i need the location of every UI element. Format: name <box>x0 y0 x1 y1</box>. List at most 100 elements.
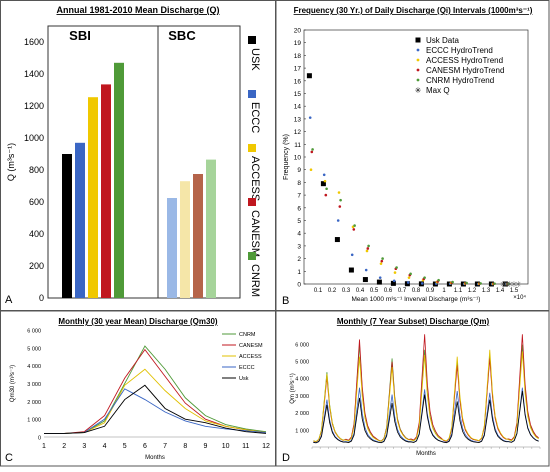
panel-b-point <box>325 187 328 191</box>
panel-b-ytick-label: 2 <box>297 256 301 263</box>
panel-b-point <box>322 173 326 177</box>
panel-b-point <box>324 193 328 197</box>
panel-c-xtick-label: 12 <box>262 443 270 450</box>
panel-c: Monthly (30 year Mean) Discharge (Qm30) 0… <box>5 317 270 464</box>
panel-b-maxq-marker: ✳ <box>511 280 518 289</box>
panel-b-xtick-label: 0.9 <box>426 288 435 294</box>
panel-b: Frequency (30 Yr.) of Daily Discharge (Q… <box>282 6 533 307</box>
panel-b-xtick-label: 1.1 <box>454 288 463 294</box>
panel-b-xtick-label: 1.4 <box>496 288 505 294</box>
panel-b-ytick-label: 6 <box>297 205 301 212</box>
panel-b-xtick-label: 0.4 <box>356 288 365 294</box>
panel-a-ytick-label: 400 <box>29 229 44 239</box>
panel-b-point <box>353 224 356 227</box>
panel-d-ytick-label: 4 000 <box>295 377 309 383</box>
panel-d-series-line <box>313 349 539 443</box>
panel-c-series-line <box>44 348 267 434</box>
panel-d-ytick-label: 6 000 <box>295 342 309 348</box>
panel-a-group-label: SBC <box>168 28 196 43</box>
panel-b-point <box>336 219 340 222</box>
panel-b-legend-label: Usk Data <box>426 36 459 45</box>
panel-b-point <box>338 205 342 208</box>
panel-a-plot-area <box>47 25 241 299</box>
panel-a-ytick-label: 200 <box>29 261 44 271</box>
panel-c-ytick-label: 1 000 <box>27 418 41 424</box>
panel-a-legend-swatch <box>248 36 256 44</box>
panel-b-legend-label: ECCC HydroTrend <box>426 46 493 55</box>
panel-a-bar <box>62 154 72 298</box>
panel-b-ytick-label: 1 <box>297 269 301 276</box>
panel-b-legend-label: Max Q <box>426 86 450 95</box>
panel-b-point <box>451 280 454 284</box>
panel-b-point-usk <box>348 267 354 273</box>
panel-a-ytick-label: 1200 <box>24 101 44 111</box>
panel-a-ytick-label: 600 <box>29 197 44 207</box>
panel-b-point <box>407 276 411 279</box>
panel-d-frame <box>275 310 550 467</box>
panel-b-point <box>393 271 397 274</box>
panel-b-ytick-label: 0 <box>297 282 301 289</box>
panel-b-point <box>366 247 370 250</box>
panel-a-title: Annual 1981-2010 Mean Discharge (Q) <box>56 5 219 15</box>
panel-c-xtick-label: 5 <box>123 443 127 450</box>
panel-b-ytick-label: 7 <box>297 193 301 200</box>
panel-b-point <box>378 276 382 279</box>
panel-b-legend-marker <box>415 37 421 43</box>
panel-c-xtick-label: 4 <box>103 443 107 450</box>
panel-b-ytick-label: 3 <box>297 243 301 250</box>
panel-a-legend-label: ECCC <box>249 102 261 133</box>
panel-c-xlabel: Months <box>145 455 165 461</box>
panel-b-ytick-label: 16 <box>294 78 302 85</box>
panel-c-xtick-label: 6 <box>143 443 147 450</box>
panel-c-series-line <box>44 368 267 434</box>
panel-b-maxq-marker: ✳ <box>499 280 506 289</box>
panel-c-series-line <box>44 388 267 434</box>
panel-a-bar <box>75 142 85 298</box>
panel-b-point <box>364 268 368 272</box>
panel-c-legend-label: CNRM <box>239 332 256 338</box>
panel-b-legend-marker <box>416 58 420 62</box>
panel-a-legend-label: ACCESS <box>249 156 261 201</box>
panel-b-point-usk <box>334 237 340 243</box>
panel-b-label: B <box>282 295 289 307</box>
panel-b-legend-marker <box>416 48 420 52</box>
panel-c-ytick-label: 2 000 <box>27 400 41 406</box>
panel-b-point <box>420 282 424 285</box>
panel-c-legend-label: Usk <box>239 376 249 382</box>
panel-b-xlabel: Mean 1000 m³s⁻¹ Inverval Discharge (m³s⁻… <box>352 296 481 303</box>
panel-b-xtick-label: 0.1 <box>314 288 323 294</box>
panel-d-ytick-label: 3 000 <box>295 394 309 400</box>
panel-b-point <box>367 244 370 248</box>
panel-b-ytick-label: 15 <box>294 91 302 98</box>
panel-c-xtick-label: 9 <box>204 443 208 450</box>
panel-b-xtick-label: 0.2 <box>328 288 337 294</box>
panel-b-legend-label: ACCESS HydroTrend <box>426 56 503 65</box>
panel-b-ytick-label: 17 <box>294 66 302 73</box>
panel-a-ytick-label: 1600 <box>24 37 44 47</box>
panel-b-ytick-label: 10 <box>294 155 302 162</box>
panel-b-ytick-label: 18 <box>294 53 302 60</box>
panel-b-ytick-label: 20 <box>294 28 302 35</box>
panel-c-legend-label: CANESM <box>239 343 263 349</box>
panel-c-xtick-label: 1 <box>42 443 46 450</box>
panel-b-point-usk <box>306 73 312 79</box>
panel-b-point <box>337 191 341 194</box>
panel-b-maxq-marker: ✳ <box>504 280 511 289</box>
panel-b-ytick-label: 8 <box>297 180 301 187</box>
panel-b-xtick-label: 0.6 <box>384 288 393 294</box>
panel-c-legend-label: ACCESS <box>239 354 262 360</box>
panel-c-xtick-label: 8 <box>183 443 187 450</box>
panel-c-ytick-label: 5 000 <box>27 346 41 352</box>
panel-a-bar <box>193 174 203 298</box>
panel-a-ytick-label: 1400 <box>24 69 44 79</box>
panel-b-point-usk <box>320 181 326 187</box>
panel-c-xtick-label: 10 <box>222 443 230 450</box>
panel-d: Monthly (7 Year Subset) Discharge (Qm) 1 … <box>282 317 541 464</box>
panel-b-point <box>423 276 426 279</box>
panel-c-title: Monthly (30 year Mean) Discharge (Qm30) <box>58 317 217 326</box>
panel-b-point <box>365 249 369 253</box>
panel-b-maxq-marker: ✳ <box>515 280 522 289</box>
panel-a-label: A <box>5 294 13 306</box>
panel-d-label: D <box>282 452 290 464</box>
